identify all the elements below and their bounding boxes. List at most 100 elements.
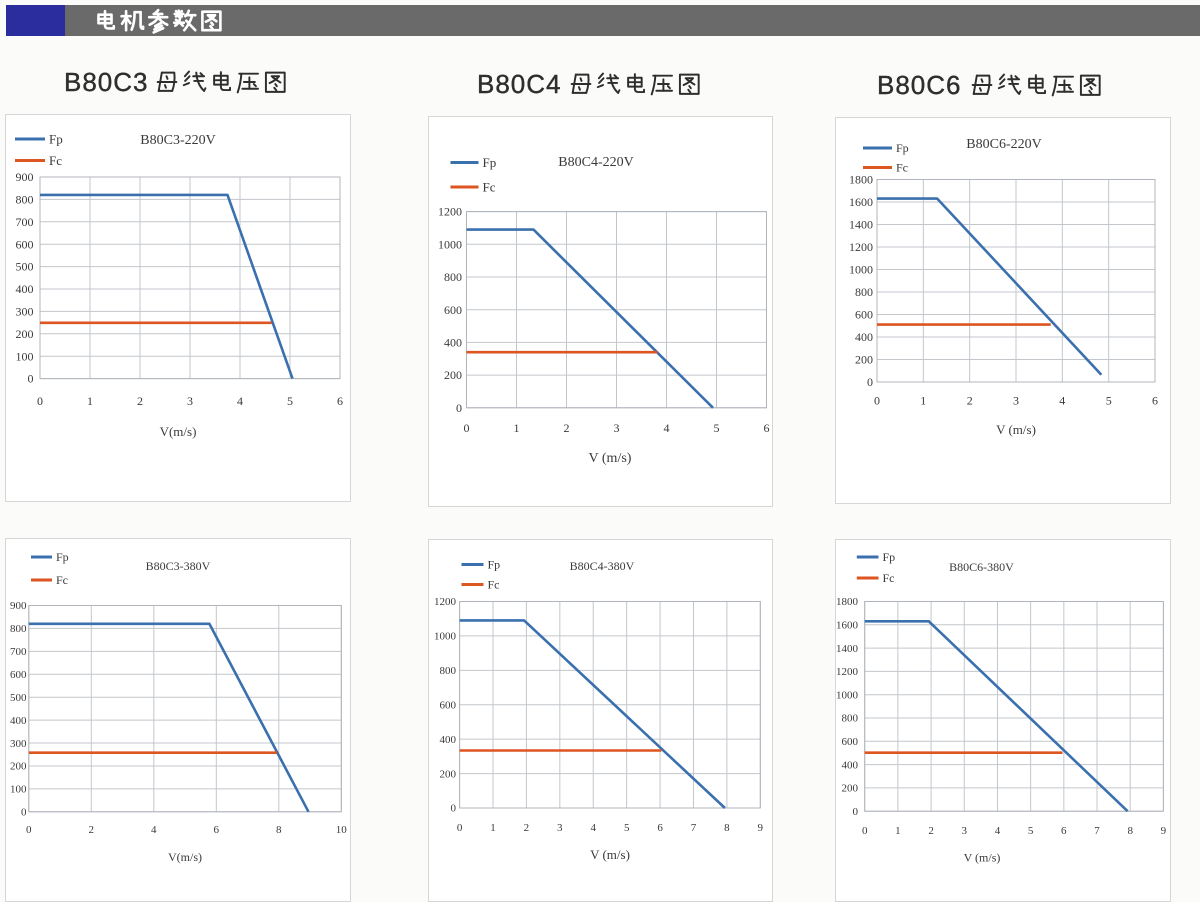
- svg-text:1000: 1000: [438, 237, 462, 251]
- svg-text:100: 100: [10, 784, 27, 796]
- svg-text:Fc: Fc: [49, 153, 62, 168]
- svg-text:B80C6: B80C6: [877, 70, 962, 100]
- svg-text:5: 5: [714, 421, 720, 435]
- svg-text:0: 0: [28, 372, 34, 386]
- svg-text:4: 4: [237, 394, 243, 408]
- svg-text:300: 300: [10, 738, 27, 750]
- svg-text:3: 3: [187, 394, 193, 408]
- svg-text:4: 4: [590, 822, 596, 834]
- svg-text:B80C6-380V: B80C6-380V: [949, 560, 1014, 574]
- svg-text:9: 9: [1161, 825, 1167, 837]
- svg-text:8: 8: [1127, 825, 1133, 837]
- svg-text:5: 5: [1106, 394, 1112, 408]
- svg-text:2: 2: [524, 822, 530, 834]
- svg-text:800: 800: [842, 713, 859, 725]
- svg-text:1600: 1600: [849, 195, 873, 209]
- svg-text:V (m/s): V (m/s): [589, 451, 632, 466]
- svg-text:200: 200: [444, 368, 462, 382]
- svg-text:6: 6: [1061, 825, 1067, 837]
- svg-text:1000: 1000: [849, 263, 873, 277]
- svg-text:3: 3: [1013, 394, 1019, 408]
- svg-text:600: 600: [10, 669, 27, 681]
- svg-text:1800: 1800: [849, 173, 873, 187]
- svg-text:1200: 1200: [438, 205, 462, 219]
- svg-text:8: 8: [276, 824, 282, 836]
- svg-text:900: 900: [16, 170, 34, 184]
- svg-text:6: 6: [337, 394, 343, 408]
- svg-text:1: 1: [514, 421, 520, 435]
- svg-text:8: 8: [724, 822, 730, 834]
- svg-text:1200: 1200: [434, 596, 457, 608]
- svg-text:600: 600: [842, 736, 859, 748]
- svg-text:200: 200: [855, 353, 873, 367]
- svg-text:400: 400: [444, 336, 462, 350]
- svg-text:400: 400: [440, 734, 457, 746]
- svg-text:2: 2: [967, 394, 973, 408]
- svg-text:B80C3: B80C3: [64, 67, 149, 97]
- svg-text:2: 2: [564, 421, 570, 435]
- svg-text:1200: 1200: [836, 666, 859, 678]
- svg-text:0: 0: [21, 807, 27, 819]
- svg-text:100: 100: [16, 349, 34, 363]
- svg-text:3: 3: [557, 822, 563, 834]
- svg-text:V(m/s): V(m/s): [160, 424, 197, 439]
- svg-text:2: 2: [928, 825, 934, 837]
- svg-text:B80C4-220V: B80C4-220V: [558, 155, 633, 170]
- svg-text:700: 700: [10, 646, 27, 658]
- svg-text:900: 900: [10, 600, 27, 612]
- svg-text:800: 800: [10, 623, 27, 635]
- svg-text:Fp: Fp: [488, 558, 501, 572]
- svg-text:200: 200: [16, 327, 34, 341]
- svg-text:800: 800: [444, 270, 462, 284]
- svg-text:0: 0: [37, 394, 43, 408]
- svg-text:Fp: Fp: [896, 141, 909, 155]
- svg-text:600: 600: [440, 700, 457, 712]
- svg-text:0: 0: [456, 401, 462, 415]
- svg-text:Fp: Fp: [883, 550, 896, 564]
- svg-text:7: 7: [691, 822, 697, 834]
- svg-text:7: 7: [1094, 825, 1100, 837]
- svg-text:6: 6: [657, 822, 663, 834]
- svg-text:1800: 1800: [836, 596, 859, 608]
- svg-text:1: 1: [490, 822, 496, 834]
- svg-text:1400: 1400: [836, 643, 859, 655]
- svg-text:6: 6: [214, 824, 220, 836]
- svg-text:0: 0: [853, 806, 859, 818]
- svg-text:Fp: Fp: [483, 155, 497, 170]
- svg-text:300: 300: [16, 305, 34, 319]
- svg-text:600: 600: [444, 303, 462, 317]
- svg-text:400: 400: [842, 759, 859, 771]
- svg-text:500: 500: [10, 692, 27, 704]
- svg-text:4: 4: [995, 825, 1001, 837]
- svg-text:B80C3-380V: B80C3-380V: [146, 559, 211, 573]
- svg-text:4: 4: [1059, 394, 1065, 408]
- svg-text:200: 200: [440, 768, 457, 780]
- svg-text:B80C3-220V: B80C3-220V: [140, 133, 215, 148]
- svg-text:1000: 1000: [434, 631, 457, 643]
- svg-text:B80C4: B80C4: [477, 69, 562, 99]
- svg-text:0: 0: [457, 822, 463, 834]
- svg-text:Fc: Fc: [56, 573, 68, 587]
- svg-text:V (m/s): V (m/s): [964, 851, 1001, 865]
- svg-text:1: 1: [895, 825, 901, 837]
- svg-text:0: 0: [26, 824, 32, 836]
- svg-text:400: 400: [16, 282, 34, 296]
- svg-text:V(m/s): V(m/s): [168, 850, 202, 864]
- svg-text:3: 3: [962, 825, 968, 837]
- svg-text:200: 200: [842, 783, 859, 795]
- svg-text:9: 9: [758, 822, 764, 834]
- svg-text:5: 5: [624, 822, 630, 834]
- svg-text:600: 600: [855, 308, 873, 322]
- svg-text:200: 200: [10, 761, 27, 773]
- svg-text:4: 4: [664, 421, 670, 435]
- svg-text:1: 1: [87, 394, 93, 408]
- svg-text:0: 0: [464, 421, 470, 435]
- svg-text:700: 700: [16, 215, 34, 229]
- svg-text:V (m/s): V (m/s): [590, 847, 630, 862]
- svg-text:1400: 1400: [849, 218, 873, 232]
- svg-text:1600: 1600: [836, 620, 859, 632]
- svg-text:6: 6: [764, 421, 770, 435]
- svg-text:0: 0: [862, 825, 868, 837]
- svg-text:10: 10: [336, 824, 348, 836]
- svg-text:600: 600: [16, 237, 34, 251]
